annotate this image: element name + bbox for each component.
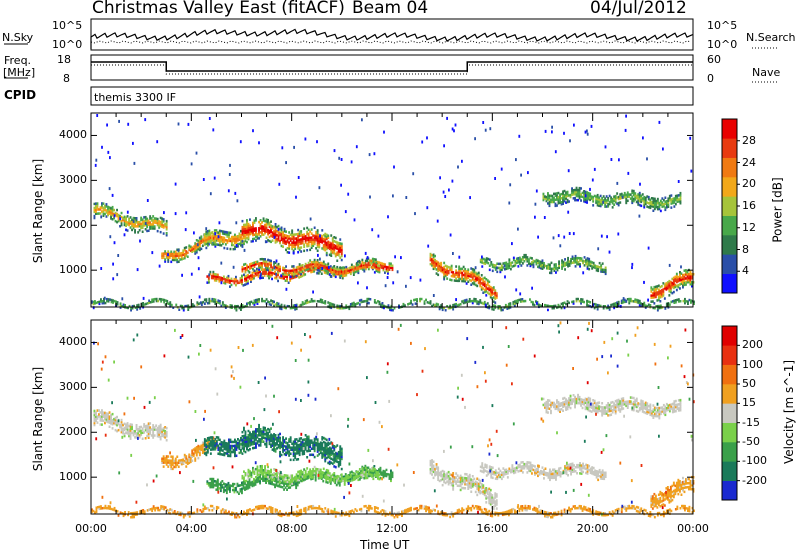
velocity-colorbar-swatch [722,364,737,385]
power-colorbar-swatch [722,273,737,294]
x-tick-label: 20:00 [576,522,609,535]
velocity-colorbar-frame [721,325,738,501]
power-colorbar-tick-label: 8 [742,242,749,256]
velocity-colorbar-swatch [722,422,737,443]
nsky-tick-top: 10^5 [52,19,83,32]
velocity-echo-cells [91,321,695,519]
freq-tick-bottom: 8 [63,72,70,85]
nave-trace [91,64,693,75]
velocity-colorbar-swatch [722,403,737,423]
x-tick-label: 16:00 [476,522,509,535]
velocity-colorbar-tick-label: 15 [742,396,756,410]
cpid-value: themis 3300 IF [94,91,177,104]
freq-strip-frame [90,54,694,81]
velocity-colorbar-tick-label: -50 [742,435,760,448]
power-colorbar-swatch [722,119,737,139]
velocity-colorbar-swatch [722,442,737,462]
power-plot-area [91,113,693,307]
power-colorbar-tick-label: 12 [742,220,756,234]
nsearch-trace [90,40,692,44]
date-title: 04/Jul/2012 [590,0,687,18]
velocity-colorbar-swatch [722,461,737,481]
velocity-colorbar-tick-label: 50 [742,377,756,390]
power-colorbar-tick-label: 4 [742,264,749,278]
power-colorbar-tick-label: 16 [742,199,756,212]
velocity-ytick-label: 2000 [59,425,87,439]
cpid-label: CPID [4,88,37,102]
power-colorbar-swatch [722,157,737,178]
velocity-colorbar-swatch [722,384,737,404]
nsearch-label: N.Search [746,31,796,44]
nsky-label: N.Sky [2,31,34,44]
velocity-ytick-label: 3000 [59,380,87,394]
power-ytick-label: 4000 [59,128,87,142]
nsky-tick-bottom: 10^0 [52,38,83,51]
nsky-trace [90,28,694,49]
freq-tick-top: 18 [57,53,71,66]
velocity-colorbar-tick-label: -200 [742,473,767,487]
x-tick-label: 00:00 [677,522,709,535]
power-colorbar-swatch [722,235,737,255]
nave-tick-top: 60 [707,53,721,66]
nsearch-tick-top: 10^5 [707,19,738,32]
freq-unit: [MHz] [3,66,36,79]
velocity-colorbar-tick-label: 100 [742,357,763,371]
beam-title: Beam 04 [352,0,429,18]
velocity-colorbar-swatch [722,345,737,365]
velocity-ytick-label: 1000 [59,470,87,484]
freq-trace [91,61,693,72]
power-colorbar-swatch [722,138,737,158]
power-colorbar-swatch [722,254,737,274]
power-colorbar-swatch [722,177,737,197]
nsearch-tick-bottom: 10^0 [707,38,738,51]
power-colorbar-tick-label: 24 [742,155,756,169]
velocity-ytick-label: 4000 [59,335,87,349]
x-tick-label: 08:00 [275,522,308,535]
x-tick-label: 04:00 [175,522,208,535]
nave-label: Nave [752,66,781,79]
x-tick-label: 00:00 [75,522,107,535]
power-colorbar-tick-label: 28 [742,133,756,147]
x-tick-label: 12:00 [376,522,408,535]
power-colorbar-tick-label: 20 [742,177,756,191]
velocity-plot-area [91,320,693,514]
power-ytick-label: 2000 [59,218,87,232]
freq-label: Freq. [4,54,32,67]
x-axis-title: Time UT [360,538,410,552]
velocity-colorbar-swatch [722,326,737,346]
nave-tick-bottom: 0 [707,72,714,85]
velocity-colorbar-swatch [722,480,737,501]
velocity-colorbar-tick-label: -15 [742,415,760,429]
cpid-strip-frame [90,86,694,106]
power-ytick-label: 3000 [59,173,87,187]
power-ytick-label: 1000 [59,263,87,277]
velocity-colorbar-tick-label: 200 [742,338,763,352]
station-title: Christmas Valley East (fitACF) [92,0,345,18]
power-colorbar-swatch [722,196,737,216]
velocity-colorbar-tick-label: -100 [742,454,767,468]
power-colorbar-swatch [722,215,737,236]
